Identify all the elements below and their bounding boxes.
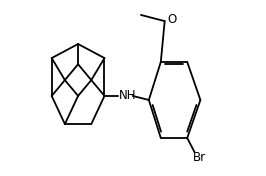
- Text: O: O: [167, 13, 177, 26]
- Text: NH: NH: [119, 89, 136, 102]
- Text: Br: Br: [193, 151, 206, 164]
